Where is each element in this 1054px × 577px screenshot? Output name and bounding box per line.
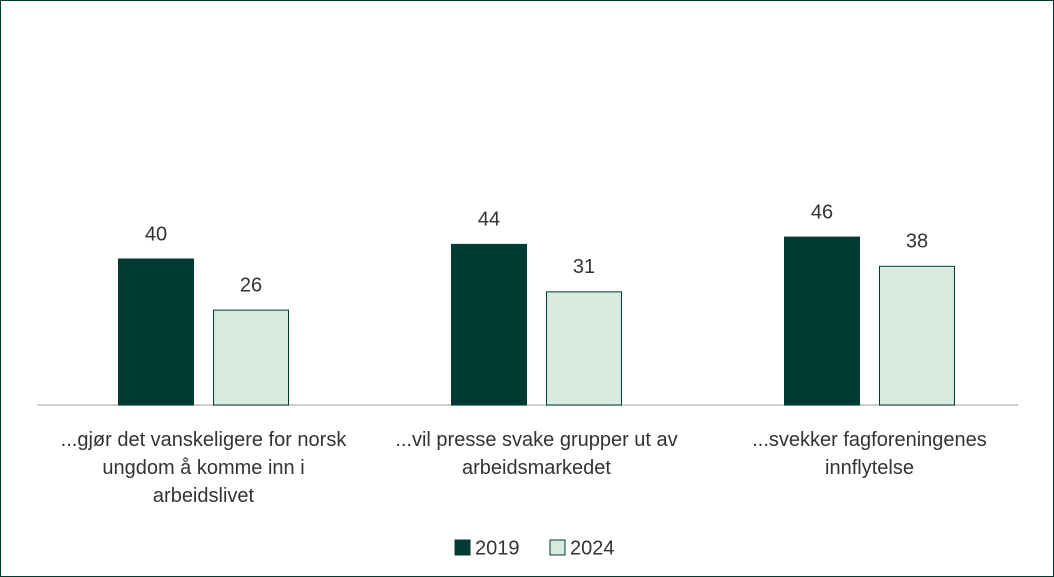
bar bbox=[118, 258, 194, 406]
data-label: 38 bbox=[906, 231, 928, 253]
bar bbox=[546, 291, 622, 406]
bar bbox=[451, 243, 527, 406]
data-label: 44 bbox=[478, 209, 500, 231]
bar bbox=[879, 265, 955, 406]
data-label: 31 bbox=[573, 256, 595, 278]
data-label: 40 bbox=[145, 223, 167, 245]
legend-swatch bbox=[454, 539, 471, 556]
category-label: ...svekker fagforeningenes innflytelse bbox=[752, 429, 987, 479]
legend-label: 2024 bbox=[570, 537, 615, 559]
legend-label: 2019 bbox=[475, 537, 520, 559]
bar bbox=[213, 309, 289, 406]
category-label: ...vil presse svake grupper ut av arbeid… bbox=[395, 429, 678, 479]
bar bbox=[784, 236, 860, 406]
category-label: ...gjør det vanskeligere for norsk ungdo… bbox=[60, 429, 347, 507]
legend-swatch bbox=[549, 539, 566, 556]
data-label: 26 bbox=[240, 274, 262, 296]
data-label: 46 bbox=[811, 201, 833, 223]
